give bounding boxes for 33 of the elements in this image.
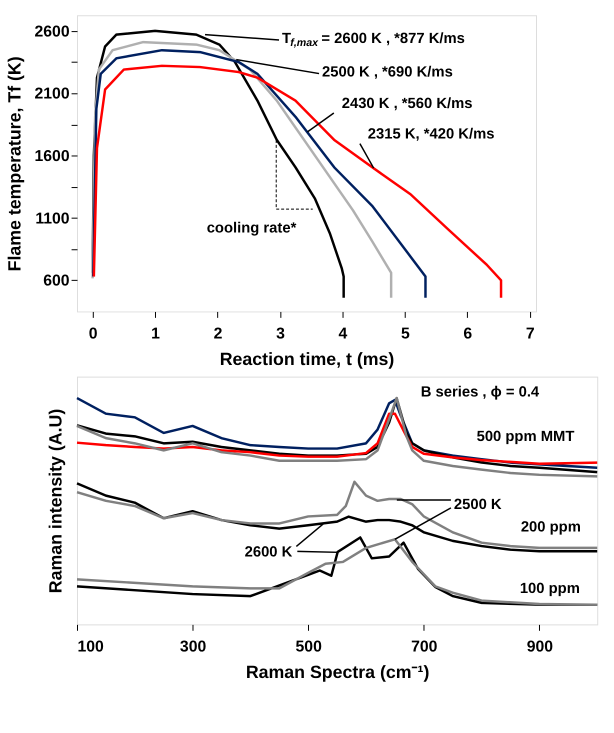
annotation: 100 ppm <box>520 580 580 597</box>
x-tick-label: 0 <box>88 326 98 343</box>
annotation: 2315 K, *420 K/ms <box>368 126 494 143</box>
x-tick-label: 5 <box>400 326 410 343</box>
x-tick-label: 100 <box>77 638 104 656</box>
y-tick-label: 600 <box>43 272 70 290</box>
annotation: 2500 K <box>454 496 502 513</box>
line-series <box>92 64 502 299</box>
x-tick-label: 700 <box>411 638 438 656</box>
x-tick-label: 7 <box>526 326 535 343</box>
x-tick-label: 2 <box>214 326 223 343</box>
y-axis-title: Raman intensity (A.U) <box>46 408 66 594</box>
annotation: 2500 K , *690 K/ms <box>322 64 453 81</box>
annotation: B series , ϕ = 0.4 <box>420 384 540 400</box>
y-axis-title: Flame temperature, Tf (K) <box>4 56 25 272</box>
x-tick-label: 4 <box>338 326 348 343</box>
x-tick-label: 3 <box>276 326 286 343</box>
annotation: cooling rate* <box>206 220 297 236</box>
x-axis-title: Raman Spectra (cm⁻¹) <box>246 662 430 682</box>
x-tick-label: 6 <box>463 326 472 343</box>
x-tick-label: 1 <box>151 326 160 343</box>
y-tick-label: 1600 <box>34 148 70 166</box>
annotation: 2600 K <box>244 544 293 560</box>
x-tick-label: 500 <box>296 638 322 656</box>
annotation: 2430 K , *560 K/ms <box>342 96 473 112</box>
annotation: 500 ppm MMT <box>476 428 574 445</box>
x-tick-label: 300 <box>180 638 206 656</box>
x-tick-label: 900 <box>526 638 554 656</box>
x-axis-title: Reaction time, t (ms) <box>220 349 394 370</box>
annotation: 200 ppm <box>520 520 581 536</box>
y-tick-label: 1100 <box>35 210 70 228</box>
y-tick-label: 2100 <box>34 86 70 103</box>
y-tick-label: 2600 <box>34 23 70 40</box>
